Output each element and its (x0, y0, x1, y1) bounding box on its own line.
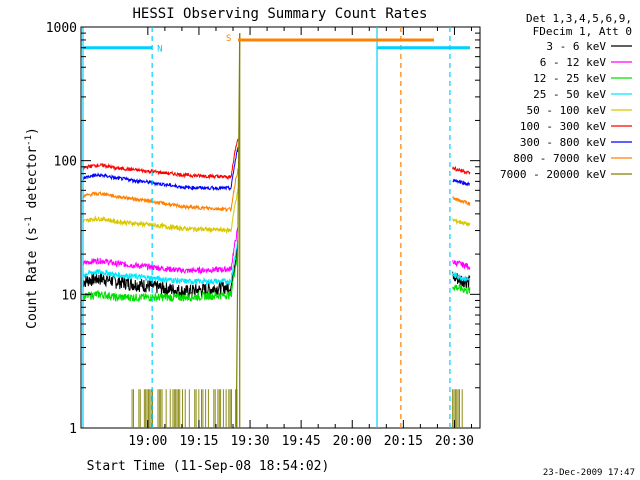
x-tick-label-4: 20:00 (333, 434, 372, 449)
footer-date: 23-Dec-2009 17:47 (543, 468, 635, 478)
legend-label-2: 12 - 25 keV (533, 72, 606, 85)
series-line-4 (82, 189, 239, 234)
series-line-3-post (452, 271, 471, 282)
series-line-3 (82, 240, 239, 286)
legend-label-3: 25 - 50 keV (533, 88, 606, 101)
legend-label-4: 50 - 100 keV (527, 104, 607, 117)
series-line-5-post (452, 165, 471, 175)
legend-label-6: 300 - 800 keV (520, 136, 606, 149)
series-line-1 (82, 227, 239, 275)
observation-flags: NS (82, 27, 471, 428)
flag-label-1: S (226, 34, 231, 44)
y-axis-label-part: detector (25, 146, 40, 217)
y-tick-label-0: 1 (69, 422, 77, 437)
y-axis-label: Count Rate (s-1 detector-1) (24, 127, 40, 329)
legend-label-8: 7000 - 20000 keV (500, 168, 606, 181)
flag-label-0: N (157, 45, 162, 55)
y-axis-label-part: ) (25, 127, 40, 135)
series-line-1-post (452, 259, 471, 271)
series-lines (82, 33, 471, 429)
plot-frame (80, 26, 481, 429)
plot-area: NS 19:00 19:15 19:30 19:45 20:00 20:15 20:3011… (46, 21, 481, 449)
legend-label-0: 3 - 6 keV (546, 40, 606, 53)
x-tick-label-2: 19:30 (230, 434, 269, 449)
legend: Det 1,3,4,5,6,9,FDecim 1, Att 0 3 - 6 keV… (500, 12, 632, 181)
series-line-5 (82, 138, 239, 181)
x-tick-label-3: 19:45 (282, 434, 321, 449)
y-axis-label-part: Count Rate (s (25, 227, 40, 329)
series-line-6-post (452, 178, 470, 187)
series-line-7-post (452, 195, 471, 207)
chart-title: HESSI Observing Summary Count Rates (132, 6, 427, 22)
series-line-6 (82, 147, 239, 192)
x-axis-label: Start Time (11-Sep-08 18:54:02) (87, 459, 330, 474)
series-line-7 (82, 168, 239, 213)
series-line-2 (82, 252, 239, 303)
legend-header-0: Det 1,3,4,5,6,9, (526, 12, 632, 25)
legend-label-5: 100 - 300 keV (520, 120, 606, 133)
x-tick-label-5: 20:15 (384, 434, 423, 449)
series-line-2-post (452, 282, 471, 295)
legend-header-1: FDecim 1, Att 0 (533, 25, 632, 38)
y-tick-label-1: 10 (61, 288, 77, 303)
legend-label-7: 800 - 7000 keV (513, 152, 606, 165)
x-tick-label-6: 20:30 (435, 434, 474, 449)
x-tick-label-1: 19:15 (179, 434, 218, 449)
series-line-4-post (452, 218, 471, 227)
y-tick-label-3: 1000 (46, 21, 77, 36)
series-line-0 (82, 245, 239, 299)
axis-ticks: 19:00 19:15 19:30 19:45 20:00 20:15 20:30 1 10 10… (46, 21, 480, 449)
y-axis-label-sup: -1 (24, 135, 34, 146)
legend-label-1: 6 - 12 keV (540, 56, 607, 69)
y-tick-label-2: 100 (54, 155, 77, 170)
x-tick-label-0: 19:00 (128, 434, 167, 449)
y-axis-label-sup: -1 (24, 216, 34, 227)
